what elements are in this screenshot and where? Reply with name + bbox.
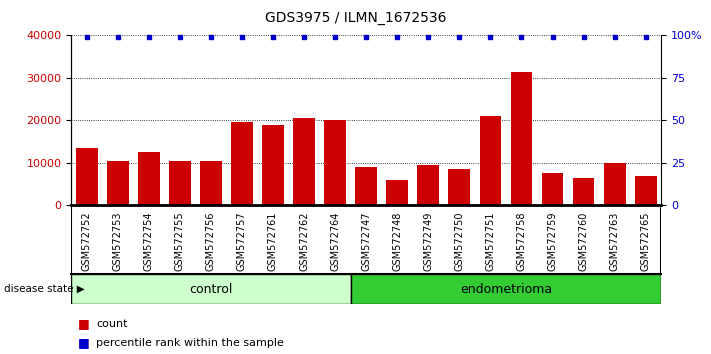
Text: GSM572762: GSM572762 — [299, 211, 309, 271]
Bar — [604, 163, 626, 205]
Bar — [324, 120, 346, 205]
Bar — [449, 169, 470, 205]
Bar — [479, 116, 501, 205]
Bar — [231, 122, 253, 205]
Text: GSM572765: GSM572765 — [641, 211, 651, 271]
Bar — [76, 148, 97, 205]
Text: ■: ■ — [78, 318, 90, 330]
Bar — [386, 180, 408, 205]
Text: GSM572753: GSM572753 — [112, 211, 123, 271]
Text: count: count — [96, 319, 127, 329]
Bar — [138, 152, 159, 205]
Text: GSM572758: GSM572758 — [516, 211, 526, 271]
Bar — [262, 125, 284, 205]
Bar — [356, 167, 377, 205]
Text: GSM572750: GSM572750 — [454, 211, 464, 271]
Bar — [417, 165, 439, 205]
Text: GSM572751: GSM572751 — [486, 211, 496, 271]
Text: endometrioma: endometrioma — [460, 283, 552, 296]
Bar — [107, 161, 129, 205]
Bar — [169, 161, 191, 205]
Text: ■: ■ — [78, 336, 90, 349]
Bar — [635, 176, 656, 205]
Text: GSM572748: GSM572748 — [392, 212, 402, 271]
Bar — [293, 118, 315, 205]
Text: GSM572757: GSM572757 — [237, 211, 247, 271]
Text: GSM572756: GSM572756 — [206, 211, 216, 271]
Bar — [200, 161, 222, 205]
Text: GSM572747: GSM572747 — [361, 211, 371, 271]
Text: GSM572760: GSM572760 — [579, 212, 589, 271]
Text: GSM572761: GSM572761 — [268, 212, 278, 271]
Text: control: control — [189, 283, 232, 296]
Bar — [71, 274, 351, 304]
Text: disease state ▶: disease state ▶ — [4, 284, 85, 294]
Text: GSM572749: GSM572749 — [423, 212, 433, 271]
Text: GSM572759: GSM572759 — [547, 211, 557, 271]
Bar — [542, 173, 563, 205]
Text: GDS3975 / ILMN_1672536: GDS3975 / ILMN_1672536 — [264, 11, 447, 25]
Text: GSM572754: GSM572754 — [144, 211, 154, 271]
Text: GSM572763: GSM572763 — [609, 212, 620, 271]
Bar — [510, 72, 533, 205]
Text: percentile rank within the sample: percentile rank within the sample — [96, 338, 284, 348]
Text: GSM572755: GSM572755 — [175, 211, 185, 271]
Bar — [572, 178, 594, 205]
Text: GSM572764: GSM572764 — [330, 212, 340, 271]
Bar — [351, 274, 661, 304]
Text: GSM572752: GSM572752 — [82, 211, 92, 271]
